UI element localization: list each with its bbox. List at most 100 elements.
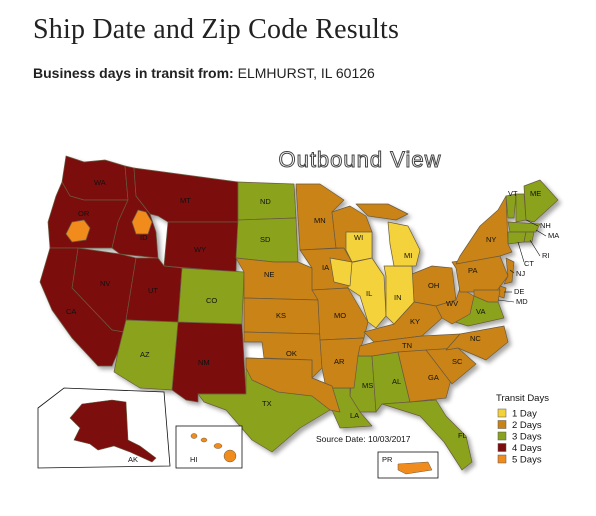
legend-label: 5 Days <box>512 455 542 466</box>
label-md: MD <box>516 297 528 306</box>
label-me: ME <box>530 189 541 198</box>
legend-swatch <box>497 408 507 418</box>
state-mi-upper[interactable] <box>355 203 409 221</box>
legend-swatch <box>497 420 507 429</box>
label-de: DE <box>514 287 524 296</box>
state-md[interactable] <box>473 289 501 303</box>
state-mt[interactable] <box>133 167 239 223</box>
label-vt: VT <box>508 189 518 198</box>
label-pr: PR <box>382 455 393 464</box>
label-sc: SC <box>452 357 463 366</box>
source-date: Source Date: 10/03/2017 <box>316 434 411 444</box>
label-ok: OK <box>286 349 297 358</box>
state-nj[interactable] <box>503 257 515 285</box>
island-oahu <box>200 437 208 443</box>
label-ar: AR <box>334 357 345 366</box>
label-ms: MS <box>362 381 373 390</box>
label-co: CO <box>206 296 217 305</box>
label-hi: HI <box>190 455 198 464</box>
inset-hawaii: HI <box>175 425 243 469</box>
label-ct: CT <box>524 259 534 268</box>
state-ne[interactable] <box>235 257 319 301</box>
legend-title: Transit Days <box>496 393 549 404</box>
label-nj: NJ <box>516 269 525 278</box>
state-nm[interactable] <box>171 321 247 403</box>
label-sd: SD <box>260 235 271 244</box>
state-ny[interactable] <box>455 195 513 265</box>
map-view-title: Outbound View <box>278 147 441 172</box>
label-wa: WA <box>94 178 106 187</box>
label-il: IL <box>366 289 372 298</box>
state-wv[interactable] <box>435 287 475 325</box>
state-ct[interactable] <box>507 231 527 245</box>
region-5day-id <box>131 209 153 235</box>
legend-label: 4 Days <box>512 443 542 454</box>
label-ia: IA <box>322 263 329 272</box>
label-nv: NV <box>100 279 110 288</box>
label-ga: GA <box>428 373 439 382</box>
legend-swatch <box>497 443 507 452</box>
label-ca: CA <box>66 307 76 316</box>
label-nh: NH <box>540 221 551 230</box>
label-wy: WY <box>194 245 206 254</box>
state-ca[interactable] <box>39 247 125 367</box>
label-va: VA <box>476 307 485 316</box>
state-la[interactable] <box>325 387 373 429</box>
label-tx: TX <box>262 399 272 408</box>
label-fl: FL <box>458 431 467 440</box>
state-co[interactable] <box>177 267 245 325</box>
state-nc[interactable] <box>445 325 509 361</box>
state-vt[interactable] <box>505 193 517 219</box>
region-1day-ia <box>329 257 353 287</box>
island-hawaii <box>223 449 237 463</box>
inset-puerto-rico: PR <box>377 451 439 479</box>
island-maui <box>213 443 223 449</box>
label-mo: MO <box>334 311 346 320</box>
state-me[interactable] <box>523 179 559 223</box>
legend-swatch <box>497 454 507 464</box>
label-ne: NE <box>264 270 274 279</box>
state-labels: WA OR ID MT WY NV UT CA AZ NM CO ND SD N… <box>66 178 559 440</box>
legend-label: 3 Days <box>512 432 542 443</box>
label-mn: MN <box>314 216 326 225</box>
origin-value: ELMHURST, IL 60126 <box>237 65 375 81</box>
label-mi: MI <box>404 251 412 260</box>
label-ky: KY <box>410 317 420 326</box>
legend-label: 1 Day <box>512 409 537 420</box>
label-ri: RI <box>542 251 550 260</box>
state-ak[interactable] <box>69 399 157 463</box>
legend-swatch <box>497 431 507 441</box>
label-ks: KS <box>276 311 286 320</box>
label-az: AZ <box>140 350 150 359</box>
label-in: IN <box>394 293 402 302</box>
page-title: Ship Date and Zip Code Results <box>33 14 400 45</box>
inset-alaska: AK <box>37 387 171 469</box>
label-nd: ND <box>260 197 271 206</box>
label-tn: TN <box>402 341 412 350</box>
label-la: LA <box>350 411 359 420</box>
state-fl[interactable] <box>381 399 473 471</box>
state-pr[interactable] <box>397 461 433 475</box>
label-id: ID <box>140 233 148 242</box>
label-ut: UT <box>148 286 158 295</box>
origin-line: Business days in transit from: ELMHURST,… <box>33 65 375 81</box>
region-1day-wi <box>345 231 373 263</box>
label-al: AL <box>392 377 401 386</box>
state-ar[interactable] <box>319 337 365 389</box>
label-mt: MT <box>180 196 191 205</box>
label-ak: AK <box>128 455 138 464</box>
label-or: OR <box>78 209 90 218</box>
region-2day-tx <box>245 357 341 413</box>
state-ri[interactable] <box>523 231 535 243</box>
label-pa: PA <box>468 266 477 275</box>
label-ny: NY <box>486 235 496 244</box>
state-ma[interactable] <box>507 221 541 233</box>
label-wv: WV <box>446 299 458 308</box>
origin-label: Business days in transit from: <box>33 65 234 81</box>
label-oh: OH <box>428 281 439 290</box>
state-mi[interactable] <box>387 221 421 267</box>
label-nc: NC <box>470 334 481 343</box>
legend-label: 2 Days <box>512 420 542 431</box>
